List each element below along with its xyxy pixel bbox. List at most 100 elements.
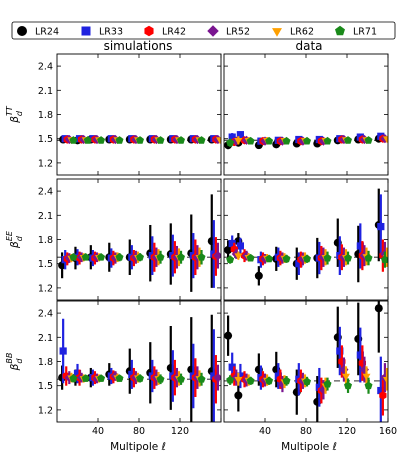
- column-title-data: data: [295, 39, 322, 53]
- point-lr71: [97, 374, 106, 382]
- y-tick-label: 2.4: [38, 187, 53, 198]
- point-lr71: [69, 253, 78, 261]
- point-lr24: [224, 331, 233, 340]
- point-lr71: [136, 136, 145, 144]
- point-lr71: [156, 253, 165, 261]
- point-lr71: [265, 254, 274, 263]
- point-lr71: [136, 374, 145, 382]
- legend-marker-lr24: [17, 26, 27, 36]
- legend-marker-lr71: [335, 25, 345, 36]
- y-tick-label: 1.8: [38, 235, 53, 246]
- panel-frame: [56, 178, 222, 301]
- point-lr33: [336, 347, 344, 355]
- panel-r2-c1: 40 80 120 160: [223, 300, 397, 437]
- panel-r1-c0: 1.2 1.5 1.8 2.1 2.4 βdEE: [5, 178, 222, 301]
- point-lr24: [234, 391, 243, 400]
- point-lr71: [226, 138, 235, 147]
- point-lr71: [226, 255, 235, 264]
- point-lr71: [81, 253, 90, 261]
- point-lr71: [156, 136, 165, 144]
- point-lr71: [83, 136, 92, 144]
- data-points: [58, 194, 221, 292]
- point-lr71: [265, 376, 274, 385]
- legend-box: [11, 21, 396, 40]
- legend-marker-lr42: [144, 25, 154, 37]
- point-lr71: [364, 136, 373, 144]
- point-lr71: [364, 253, 373, 262]
- x-tick-label: 120: [171, 426, 189, 437]
- point-lr71: [380, 255, 388, 264]
- point-lr71: [197, 375, 206, 383]
- point-lr71: [323, 253, 332, 262]
- legend-label-lr71: LR71: [353, 27, 377, 38]
- x-tick-label: 40: [259, 426, 271, 437]
- y-tick-label: 1.5: [38, 259, 53, 270]
- point-lr24: [254, 271, 263, 280]
- point-lr71: [323, 136, 332, 145]
- y-tick-label: 2.1: [38, 86, 53, 97]
- point-lr71: [303, 377, 312, 386]
- y-tick-label: 1.2: [38, 158, 53, 169]
- point-lr71: [69, 374, 78, 382]
- y-tick-label: 2.4: [38, 62, 53, 73]
- point-lr33: [228, 239, 236, 248]
- y-axis-label: βdTT: [5, 105, 24, 124]
- legend: LR24 LR33 LR42 LR52 LR62 LR71: [11, 21, 396, 40]
- point-lr71: [197, 136, 206, 144]
- x-axis-label-right: Multipole ℓ: [281, 441, 337, 453]
- point-lr62: [341, 373, 350, 381]
- point-lr71: [303, 254, 312, 263]
- point-lr62: [215, 137, 221, 145]
- point-lr71: [69, 136, 78, 144]
- data-points: [59, 134, 221, 145]
- y-tick-label: 2.1: [38, 333, 53, 344]
- point-lr33: [236, 242, 244, 250]
- point-lr71: [265, 136, 274, 145]
- y-axis-label: βdBB: [5, 353, 24, 372]
- y-tick-label: 1.2: [38, 405, 53, 416]
- point-lr71: [282, 254, 291, 263]
- legend-marker-lr62: [272, 28, 282, 37]
- point-lr71: [344, 381, 353, 390]
- y-tick-label: 2.4: [38, 309, 53, 320]
- panel-r1-c1: [223, 178, 389, 301]
- x-tick-label: 40: [92, 426, 104, 437]
- x-tick-label: 160: [379, 426, 397, 437]
- point-lr33: [228, 133, 236, 141]
- point-lr71: [136, 253, 145, 261]
- x-axis-label-left: Multipole ℓ: [110, 441, 166, 453]
- y-tick-label: 1.8: [38, 357, 53, 368]
- point-lr62: [382, 376, 388, 384]
- point-lr71: [226, 375, 235, 384]
- y-tick-label: 2.1: [38, 211, 53, 222]
- point-lr71: [282, 376, 291, 385]
- point-lr71: [97, 253, 106, 261]
- point-lr33: [73, 370, 82, 378]
- panel-r0-c1: [223, 53, 389, 176]
- point-lr71: [303, 136, 312, 145]
- point-lr71: [115, 136, 124, 144]
- point-lr71: [177, 253, 186, 261]
- point-lr62: [234, 376, 243, 384]
- panel-frame: [56, 300, 222, 423]
- point-lr33: [59, 347, 67, 355]
- x-tick-label: 80: [300, 426, 312, 437]
- point-lr33: [356, 351, 364, 359]
- panel-grid: 1.21.51.82.12.4βdTT1.21.51.82.12.4βdEE1.…: [5, 53, 397, 437]
- point-lr33: [128, 370, 136, 379]
- point-lr52: [213, 251, 221, 261]
- point-lr33: [356, 242, 364, 250]
- point-lr71: [97, 136, 106, 144]
- legend-marker-lr52: [207, 25, 219, 37]
- point-lr62: [382, 136, 388, 144]
- data-points: [224, 301, 388, 422]
- point-lr62: [362, 373, 371, 381]
- point-lr33: [236, 131, 244, 139]
- x-tick-label: 80: [133, 426, 145, 437]
- point-lr24: [224, 245, 233, 254]
- y-axis-label: βdEE: [5, 230, 24, 249]
- point-lr24: [374, 304, 383, 313]
- point-lr33: [236, 372, 244, 380]
- point-lr71: [246, 136, 255, 145]
